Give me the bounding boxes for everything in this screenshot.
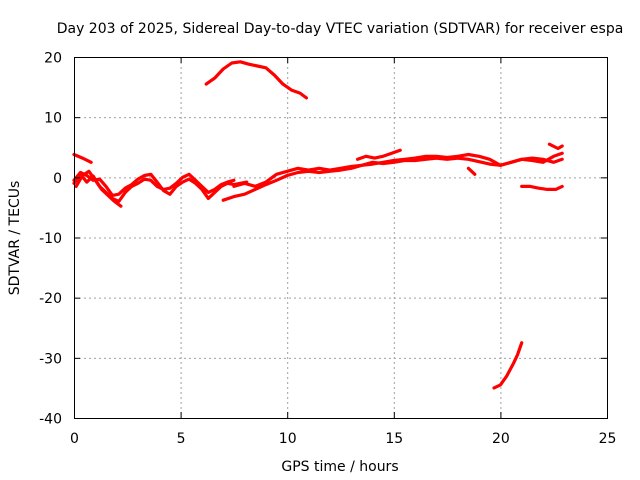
x-tick-label: 25: [599, 431, 617, 447]
series-arc-3: [74, 169, 123, 208]
x-tick-label: 0: [70, 431, 79, 447]
grid-lines: [74, 57, 607, 418]
y-tick-label: -40: [39, 412, 62, 428]
y-tick-label: 20: [44, 51, 62, 67]
series-arc-6: [221, 156, 564, 202]
series-arc-4: [72, 152, 93, 164]
y-tick-label: -20: [39, 291, 62, 307]
y-tick-label: 0: [53, 171, 62, 187]
chart-title: Day 203 of 2025, Sidereal Day-to-day VTE…: [57, 21, 624, 37]
series-arc-11: [520, 184, 564, 191]
series-arc-7: [232, 151, 564, 188]
x-tick-label: 10: [279, 431, 297, 447]
series-arc-2: [72, 170, 249, 200]
y-tick-label: 10: [44, 111, 62, 127]
series-arc-5: [204, 60, 308, 100]
series-arc-9: [466, 166, 477, 176]
x-axis-label: GPS time / hours: [281, 459, 398, 475]
x-tick-label: 15: [385, 431, 403, 447]
series-arc-10: [547, 142, 564, 151]
axis-ticks: 0 5 10 15 20 25 20 10 0 -10 -20 -30 -40: [39, 51, 616, 448]
y-axis-label: SDTVAR / TECUs: [7, 181, 23, 296]
series-arc-12: [492, 341, 524, 390]
series-arc-8: [356, 148, 402, 161]
y-tick-label: -10: [39, 231, 62, 247]
x-tick-label: 5: [177, 431, 186, 447]
data-series-layer: [72, 60, 564, 390]
y-tick-label: -30: [39, 351, 62, 367]
x-tick-label: 20: [492, 431, 510, 447]
